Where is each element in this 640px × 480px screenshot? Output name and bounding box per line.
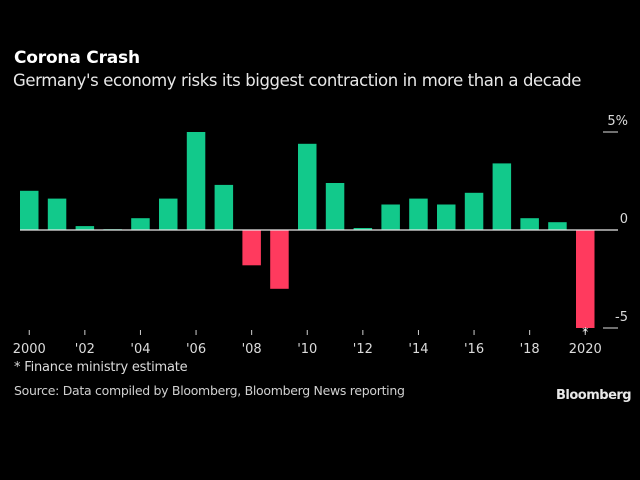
x-tick-label: '08 xyxy=(242,342,262,357)
x-tick-label: '02 xyxy=(75,342,95,357)
x-tick-label: 2000 xyxy=(13,342,46,357)
x-tick-label: '10 xyxy=(297,342,317,357)
bar-2000 xyxy=(20,190,39,230)
bar-2001 xyxy=(47,198,67,230)
x-tick-label: '06 xyxy=(186,342,206,357)
x-tick-label: '12 xyxy=(353,342,373,357)
bar-2005 xyxy=(159,198,178,230)
bar-2010 xyxy=(298,143,317,230)
bars-group xyxy=(20,132,595,328)
bar-2009 xyxy=(270,230,289,289)
bar-2018 xyxy=(520,218,539,230)
x-axis: 2000 '02 '04 '06 '08 '10 '12 '14 '16 '18 2020 xyxy=(13,330,602,357)
footnote: * Finance ministry estimate xyxy=(14,360,188,375)
bar-2019 xyxy=(548,222,567,230)
bar-2013 xyxy=(381,204,400,230)
bar-2007 xyxy=(214,184,234,230)
estimate-markers: * xyxy=(582,325,588,339)
bloomberg-logo: Bloomberg xyxy=(556,388,632,403)
bar-2012 xyxy=(353,228,373,230)
chart-subtitle: Germany's economy risks its biggest cont… xyxy=(13,71,582,90)
bar-2017 xyxy=(492,163,512,230)
x-tick-label: '16 xyxy=(464,342,484,357)
y-tick-label: 5% xyxy=(607,114,628,129)
y-tick-label: 0 xyxy=(620,212,628,227)
estimate-asterisk-icon: * xyxy=(582,325,588,339)
bar-2014 xyxy=(409,198,428,230)
bar-2008 xyxy=(242,230,261,266)
x-tick-label: 2020 xyxy=(569,342,602,357)
x-tick-label: '14 xyxy=(408,342,428,357)
y-axis: 5% 0 -5 xyxy=(603,114,628,329)
x-tick-label: '04 xyxy=(130,342,150,357)
bar-2015 xyxy=(437,204,456,230)
chart-title: Corona Crash xyxy=(14,48,140,68)
bar-2006 xyxy=(186,132,206,230)
bar-2002 xyxy=(75,226,95,230)
bar-2004 xyxy=(131,218,150,230)
x-tick-label: '18 xyxy=(520,342,540,357)
y-tick-label: -5 xyxy=(615,310,628,325)
bar-2016 xyxy=(464,192,484,230)
bar-2020 xyxy=(576,230,595,328)
bar-2011 xyxy=(325,183,345,230)
source-note: Source: Data compiled by Bloomberg, Bloo… xyxy=(14,383,405,398)
